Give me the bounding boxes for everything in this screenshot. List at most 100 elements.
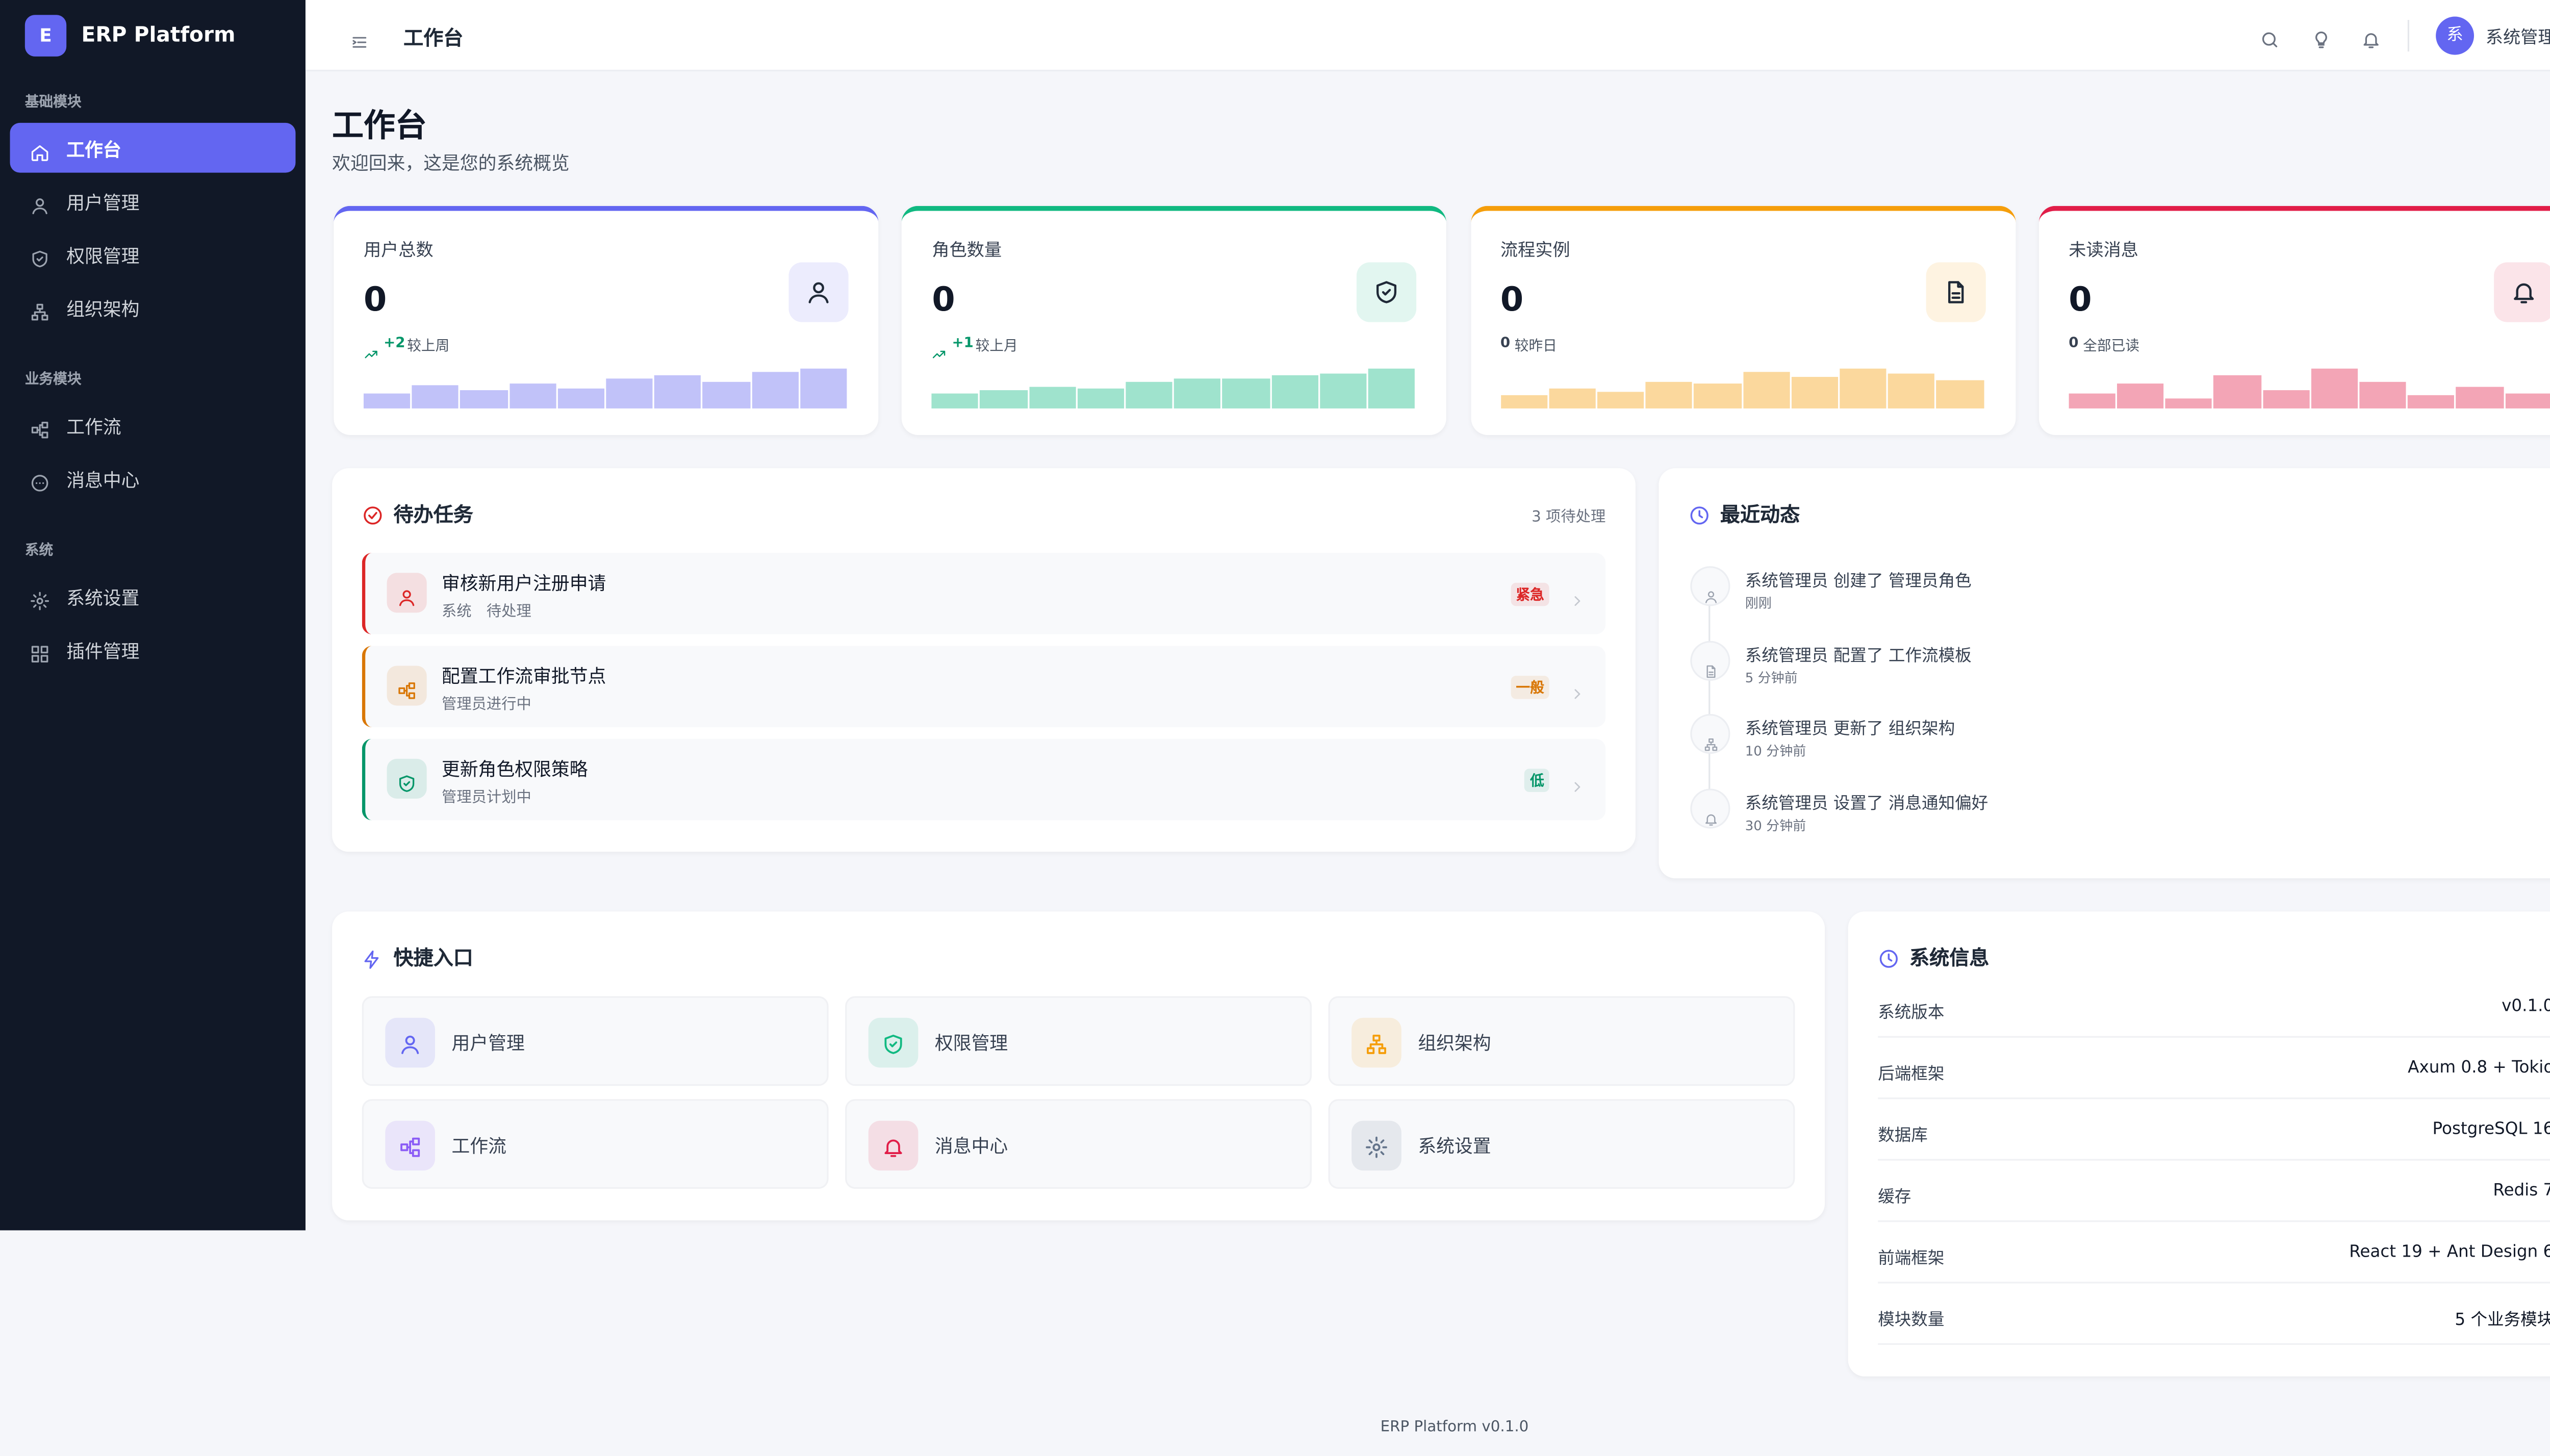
todo-item-icon	[397, 583, 417, 606]
nav-item[interactable]: 工作流	[10, 400, 296, 450]
search-button[interactable]	[2260, 25, 2280, 47]
icon-part	[1705, 813, 1717, 825]
quick-tile-icon	[1365, 1134, 1388, 1158]
nav-label: 用户管理	[66, 192, 140, 214]
nav-icon	[30, 586, 50, 610]
spark-bar	[1500, 395, 1547, 408]
spark-bar	[363, 393, 411, 408]
chevron	[1569, 771, 1586, 792]
todo-item-meta: 计划中	[486, 790, 531, 807]
todo-item[interactable]: 更新角色权限策略 管理员 计划中 低	[362, 738, 1606, 821]
bell-button[interactable]	[2361, 25, 2381, 48]
spark-bar	[800, 368, 847, 408]
nav-item[interactable]: 消息中心	[10, 453, 296, 503]
nav-label: 系统设置	[66, 587, 140, 609]
activity-time: 10 分钟前	[1745, 744, 1806, 759]
spark-bar	[2262, 390, 2310, 408]
nav-icon	[30, 468, 50, 492]
nav-item[interactable]: 系统设置	[10, 571, 296, 621]
icon-part	[364, 950, 379, 969]
nav-group-title: 基础模块	[24, 94, 82, 112]
icon-part	[399, 775, 415, 792]
todo-item-meta: 待处理	[486, 604, 531, 621]
spark-bar	[1174, 378, 1221, 408]
divider	[2407, 20, 2410, 52]
icon-part	[1708, 665, 1716, 675]
quick-tile[interactable]: 用户管理	[362, 996, 829, 1086]
nav-item[interactable]: 组织架构	[10, 282, 296, 332]
icon-part	[2262, 32, 2278, 47]
icon-part	[1706, 742, 1716, 748]
nav-label: 组织架构	[66, 299, 140, 321]
icon-part	[2363, 33, 2379, 46]
header-title: 工作台	[403, 27, 464, 50]
quick-card: 快捷入口 用户管理 权限管理 组织架构 工作流 消息中心 系统设置	[332, 911, 1825, 1220]
icon-part	[1574, 596, 1580, 606]
avatar[interactable]: 系	[2436, 16, 2474, 55]
icon-part	[1704, 738, 1718, 751]
icon-part	[403, 781, 411, 786]
todo-item-title: 更新角色权限策略	[442, 758, 588, 781]
nav-item[interactable]: 插件管理	[10, 624, 296, 674]
nav-item[interactable]: 权限管理	[10, 229, 296, 279]
todo-item-title: 配置工作流审批节点	[442, 666, 606, 687]
spark-bar	[2117, 384, 2164, 408]
icon-part	[2272, 42, 2278, 47]
nav-icon	[30, 639, 50, 663]
sysinfo-label: 前端框架	[1878, 1250, 1945, 1269]
quick-tile[interactable]: 系统设置	[1328, 1099, 1795, 1189]
quick-label: 权限管理	[934, 1033, 1008, 1055]
icon-part	[365, 350, 377, 359]
quick-tile[interactable]: 权限管理	[845, 996, 1312, 1086]
nav-icon	[30, 297, 50, 321]
icon-part	[1372, 1143, 1381, 1152]
spark-bar	[1936, 380, 1984, 408]
nav-item[interactable]: 工作台	[10, 122, 296, 173]
sysinfo-card: 系统信息 系统版本 v0.1.0 后端框架 Axum 0.8 + Tokio 数据库 Pos…	[1848, 911, 2550, 1376]
quick-tile-icon	[398, 1031, 422, 1055]
sysinfo-value: Axum 0.8 + Tokio	[2408, 1059, 2550, 1078]
icon-part	[1574, 689, 1580, 699]
page-title: 工作台	[332, 108, 427, 145]
icon-part	[31, 592, 49, 610]
todo-item[interactable]: 审核新用户注册申请 系统 待处理 紧急	[362, 553, 1606, 634]
icon-part	[402, 590, 411, 599]
stat-card: 流程实例 0 0 较昨日	[1470, 206, 2016, 435]
icon-part	[884, 1139, 902, 1154]
icon-part	[32, 198, 47, 214]
todo-item[interactable]: 配置工作流审批节点 管理员 进行中 一般	[362, 646, 1606, 727]
icon-part	[1366, 1136, 1387, 1158]
icon-part	[808, 282, 829, 303]
icon-part	[933, 350, 946, 359]
nav-item[interactable]: 用户管理	[10, 176, 296, 226]
timeline-icon	[1703, 579, 1718, 603]
todo-item-meta: 管理员	[442, 697, 487, 714]
quick-label: 系统设置	[1418, 1135, 1491, 1158]
menu-toggle[interactable]	[350, 27, 369, 48]
spark-bar	[1319, 373, 1367, 408]
quick-tile[interactable]: 工作流	[362, 1099, 829, 1189]
quick-icon-box	[868, 1120, 919, 1171]
icon-part	[364, 506, 382, 525]
quick-tile[interactable]: 组织架构	[1328, 996, 1795, 1086]
stat-trend: +1	[952, 335, 974, 352]
spark-bar	[1368, 368, 1415, 408]
activity-text: 系统管理员 配置了 工作流模板	[1745, 647, 1972, 665]
sysinfo-label: 缓存	[1878, 1189, 1911, 1207]
activity-icon	[1689, 501, 1710, 525]
spark-bar	[2505, 393, 2550, 408]
quick-icon	[362, 944, 382, 969]
quick-tile[interactable]: 消息中心	[845, 1099, 1312, 1189]
stat-trend: +2	[384, 335, 405, 352]
icon-part	[1947, 281, 1964, 303]
sysinfo-row: 前端框架 React 19 + Ant Design 6	[1878, 1232, 2550, 1284]
icon-part	[1376, 281, 1397, 303]
spark-bar	[980, 390, 1028, 408]
quick-icon-box	[1352, 1120, 1401, 1171]
icon-part	[2315, 31, 2327, 48]
activity-text: 系统管理员 设置了 消息通知偏好	[1745, 794, 1988, 813]
bulb-button[interactable]	[2311, 25, 2331, 48]
icon-part	[31, 145, 48, 161]
